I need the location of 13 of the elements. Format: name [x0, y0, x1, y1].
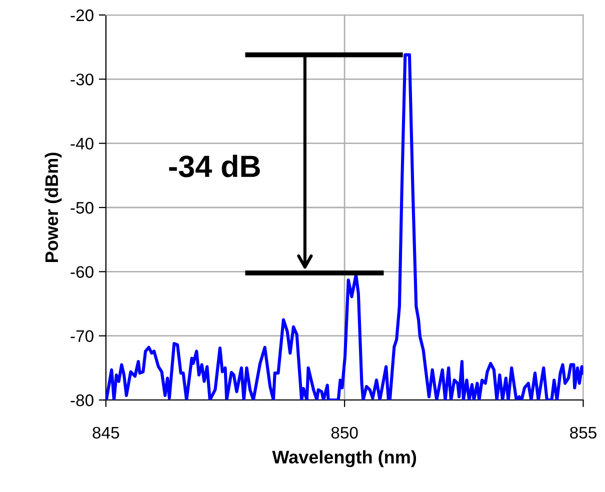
annotation: -34 dB — [169, 154, 260, 178]
y-tick-label: -70 — [70, 330, 94, 342]
y-tick-label: -60 — [70, 266, 94, 278]
y-tick-label: -50 — [70, 202, 94, 214]
y-tick-label: -80 — [70, 394, 94, 406]
x-tick-label: 855 — [570, 426, 596, 439]
y-tick-label: -30 — [70, 74, 94, 86]
x-tick-label: 845 — [92, 426, 120, 439]
x-tick-label: 850 — [331, 426, 358, 439]
x-axis-title: Wavelength (nm) — [272, 450, 416, 468]
y-axis-title: Power (dBm) — [44, 152, 62, 262]
y-tick-label: -20 — [70, 9, 94, 22]
y-tick-label: -40 — [70, 138, 94, 150]
